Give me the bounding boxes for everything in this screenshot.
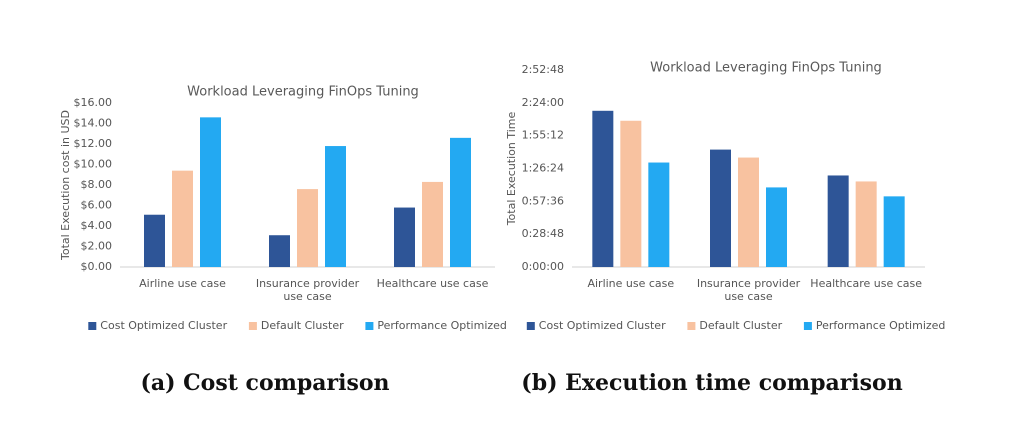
legend-label: Performance Optimized [377,319,507,332]
y-tick-label: $12.00 [74,137,113,150]
y-tick-label: $14.00 [74,117,113,130]
legend-label: Performance Optimized [816,319,946,332]
x-tick-label-box: Airline use case [139,277,226,290]
x-tick-label: Airline use case [587,277,675,290]
y-tick-label: $10.00 [74,158,113,171]
legend-swatch [88,322,97,330]
y-tick-label: $6.00 [81,199,113,212]
legend-swatch [687,322,696,330]
y-axis-title: Total Execution cost in USD [59,110,72,261]
legend-label: Default Cluster [261,319,344,332]
legend-label: Cost Optimized Cluster [539,319,666,332]
bar [325,146,346,267]
y-tick-label: 1:55:12 [522,129,564,142]
bar [827,175,849,267]
bar [394,207,415,267]
legend-label: Cost Optimized Cluster [100,319,227,332]
legend-swatch [248,322,257,330]
bar [648,162,670,267]
y-tick-label: $16.00 [74,96,113,109]
bar [172,170,193,267]
y-tick-label: 0:00:00 [522,260,564,273]
x-tick-label-box: Insurance provider use case [255,277,360,303]
bar [738,157,759,267]
bar [620,120,642,267]
x-tick-label-box: Healthcare use case [376,277,489,290]
bar [883,196,905,267]
bar [200,117,221,267]
y-axis-title: Total Execution Time [505,111,518,226]
bar [269,235,290,267]
x-tick-label-box: Healthcare use case [810,277,923,290]
bar [766,187,787,267]
bar [450,137,471,267]
bar [144,214,165,267]
legend-swatch [803,322,812,330]
legend-swatch [526,322,535,330]
y-tick-label: $4.00 [81,219,113,232]
x-tick-label-box: Airline use case [587,277,675,290]
x-tick-label: Insurance provider use case [255,277,360,303]
x-tick-label: Airline use case [139,277,226,290]
chart-title: Workload Leveraging FinOps Tuning [650,61,882,76]
caption: (b) Execution time comparison [521,370,902,396]
chart-title: Workload Leveraging FinOps Tuning [187,85,419,100]
y-tick-label: 1:26:24 [522,162,564,175]
y-tick-label: 2:24:00 [522,96,564,109]
bar [592,110,614,268]
bar [855,181,877,267]
y-tick-label: 0:28:48 [522,227,564,240]
legend-swatch [365,322,374,330]
x-tick-label: Healthcare use case [810,277,923,290]
bar [422,181,443,267]
y-tick-label: $8.00 [81,178,113,191]
bar [297,189,318,267]
x-tick-label: Healthcare use case [376,277,489,290]
y-tick-label: $0.00 [81,260,113,273]
x-tick-label-box: Insurance provider use case [696,277,801,303]
x-tick-label: Insurance provider use case [696,277,801,303]
bar [710,149,731,267]
legend-label: Default Cluster [699,319,782,332]
y-tick-label: 2:52:48 [522,63,564,76]
y-tick-label: $2.00 [81,240,113,253]
y-tick-label: 0:57:36 [522,194,564,207]
caption: (a) Cost comparison [140,370,389,396]
